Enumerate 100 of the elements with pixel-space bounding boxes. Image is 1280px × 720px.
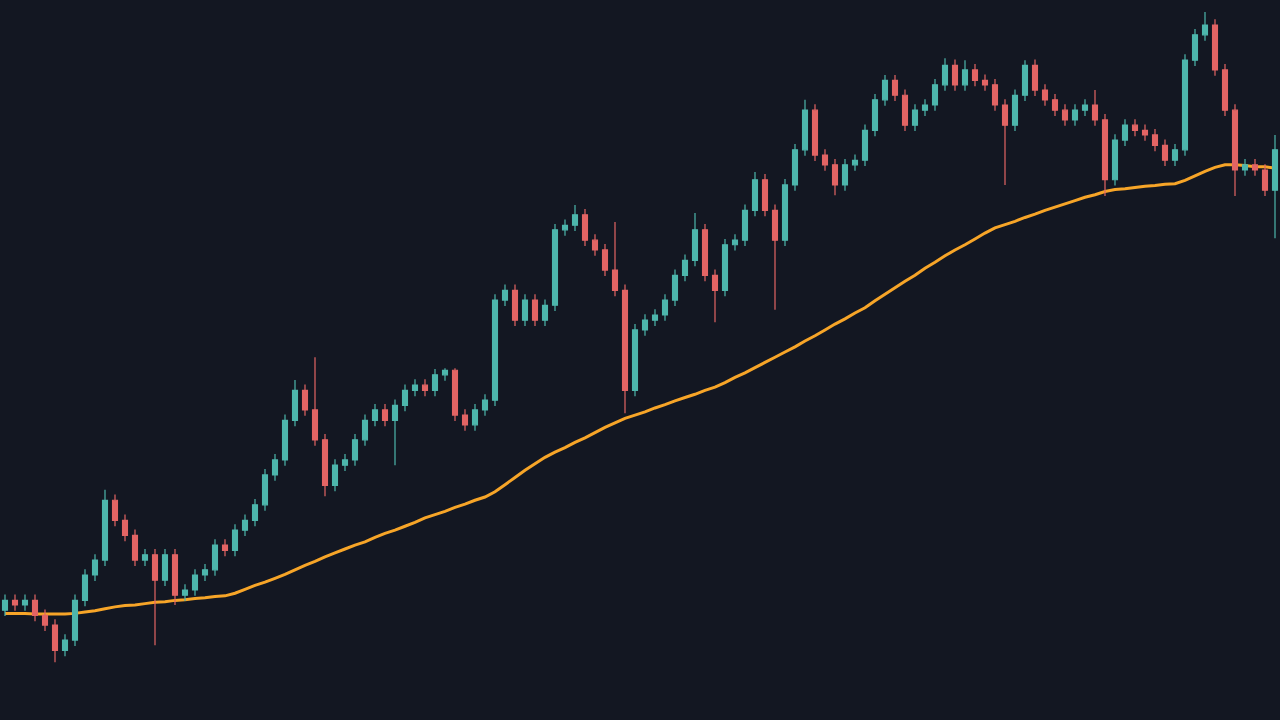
- candlestick: [751, 171, 759, 217]
- candlestick: [301, 383, 309, 417]
- candlestick: [871, 93, 879, 137]
- candlestick: [1101, 113, 1109, 197]
- candlestick: [181, 583, 189, 602]
- candlestick: [951, 58, 959, 92]
- candlestick: [141, 548, 149, 567]
- candlestick: [651, 308, 659, 327]
- candlestick: [481, 393, 489, 417]
- candlestick: [711, 268, 719, 323]
- candlestick: [691, 212, 699, 267]
- candlestick: [371, 403, 379, 427]
- candlestick: [501, 283, 509, 307]
- candlestick: [1041, 83, 1049, 107]
- candlestick: [271, 453, 279, 482]
- candlestick: [631, 323, 639, 397]
- candlestick: [681, 253, 689, 282]
- candlestick: [771, 203, 779, 311]
- candlestick: [1091, 89, 1099, 127]
- candlestick: [411, 378, 419, 397]
- candlestick: [491, 293, 499, 407]
- candlestick: [1, 593, 9, 617]
- candlestick: [1251, 158, 1259, 177]
- candlestick: [831, 158, 839, 196]
- candlestick: [1151, 128, 1159, 152]
- candlestick: [811, 103, 819, 162]
- candlestick: [971, 63, 979, 87]
- candlestick: [641, 313, 649, 337]
- candlestick: [61, 633, 69, 657]
- candlestick: [531, 293, 539, 327]
- candlestick: [311, 356, 319, 447]
- candlestick: [791, 143, 799, 192]
- candlestick: [1141, 123, 1149, 142]
- candlestick: [21, 593, 29, 612]
- candlestick: [341, 453, 349, 472]
- candlestick: [11, 593, 19, 612]
- candlestick: [1071, 103, 1079, 127]
- candlestick: [721, 238, 729, 297]
- candlestick: [171, 548, 179, 606]
- candlestick: [591, 233, 599, 257]
- candlestick: [1051, 93, 1059, 117]
- candlestick: [421, 378, 429, 397]
- candlestick: [761, 173, 769, 217]
- candlestick: [541, 298, 549, 327]
- candlestick: [331, 458, 339, 492]
- candlestick: [1161, 138, 1169, 167]
- candlestick: [941, 57, 949, 92]
- candlestick: [841, 158, 849, 192]
- candlestick: [81, 568, 89, 607]
- candlestick: [441, 367, 449, 382]
- candlestick: [661, 293, 669, 322]
- candlestick: [1271, 134, 1279, 239]
- candlestick: [671, 268, 679, 307]
- candlestick: [611, 221, 619, 297]
- candlestick: [161, 548, 169, 587]
- candlestick: [251, 498, 259, 527]
- candlestick: [31, 593, 39, 622]
- candlestick: [1211, 18, 1219, 77]
- candlestick: [571, 204, 579, 232]
- candlestick: [861, 123, 869, 167]
- candlestick: [521, 293, 529, 327]
- candlestick: [471, 403, 479, 432]
- candlestick: [581, 208, 589, 247]
- candlestick: [101, 489, 109, 567]
- candlestick: [191, 568, 199, 597]
- candlestick: [41, 608, 49, 632]
- candlestick: [1131, 118, 1139, 137]
- candlestick: [701, 223, 709, 282]
- candlestick: [991, 78, 999, 112]
- candlestick: [461, 408, 469, 432]
- candlestick: [321, 433, 329, 497]
- candlestick: [261, 468, 269, 512]
- candlestick: [1111, 133, 1119, 187]
- candlestick: [91, 553, 99, 582]
- candlestick: [731, 233, 739, 252]
- candlestick: [1021, 59, 1029, 102]
- candlestick: [401, 383, 409, 412]
- candlestick: [1061, 103, 1069, 127]
- candlestick: [901, 88, 909, 132]
- candlestick: [1031, 58, 1039, 97]
- candlestick: [981, 73, 989, 92]
- candlestick: [741, 203, 749, 247]
- candlestick: [921, 98, 929, 117]
- candlestick: [601, 243, 609, 277]
- candlestick: [1241, 158, 1249, 177]
- candlestick: [71, 593, 79, 647]
- candlestick: [231, 523, 239, 557]
- candlestick: [1171, 143, 1179, 167]
- candlestick: [891, 74, 899, 102]
- candlestick: [561, 218, 569, 237]
- candlestick: [511, 283, 519, 327]
- candlestick: [1261, 163, 1269, 197]
- candlestick: [151, 548, 159, 646]
- candlestick: [1231, 103, 1239, 197]
- candlestick: [821, 148, 829, 172]
- candlestick: [551, 223, 559, 312]
- candlestick: [911, 103, 919, 132]
- candlestick: [291, 379, 299, 427]
- candlestick: [1201, 11, 1209, 42]
- candlestick: [961, 59, 969, 92]
